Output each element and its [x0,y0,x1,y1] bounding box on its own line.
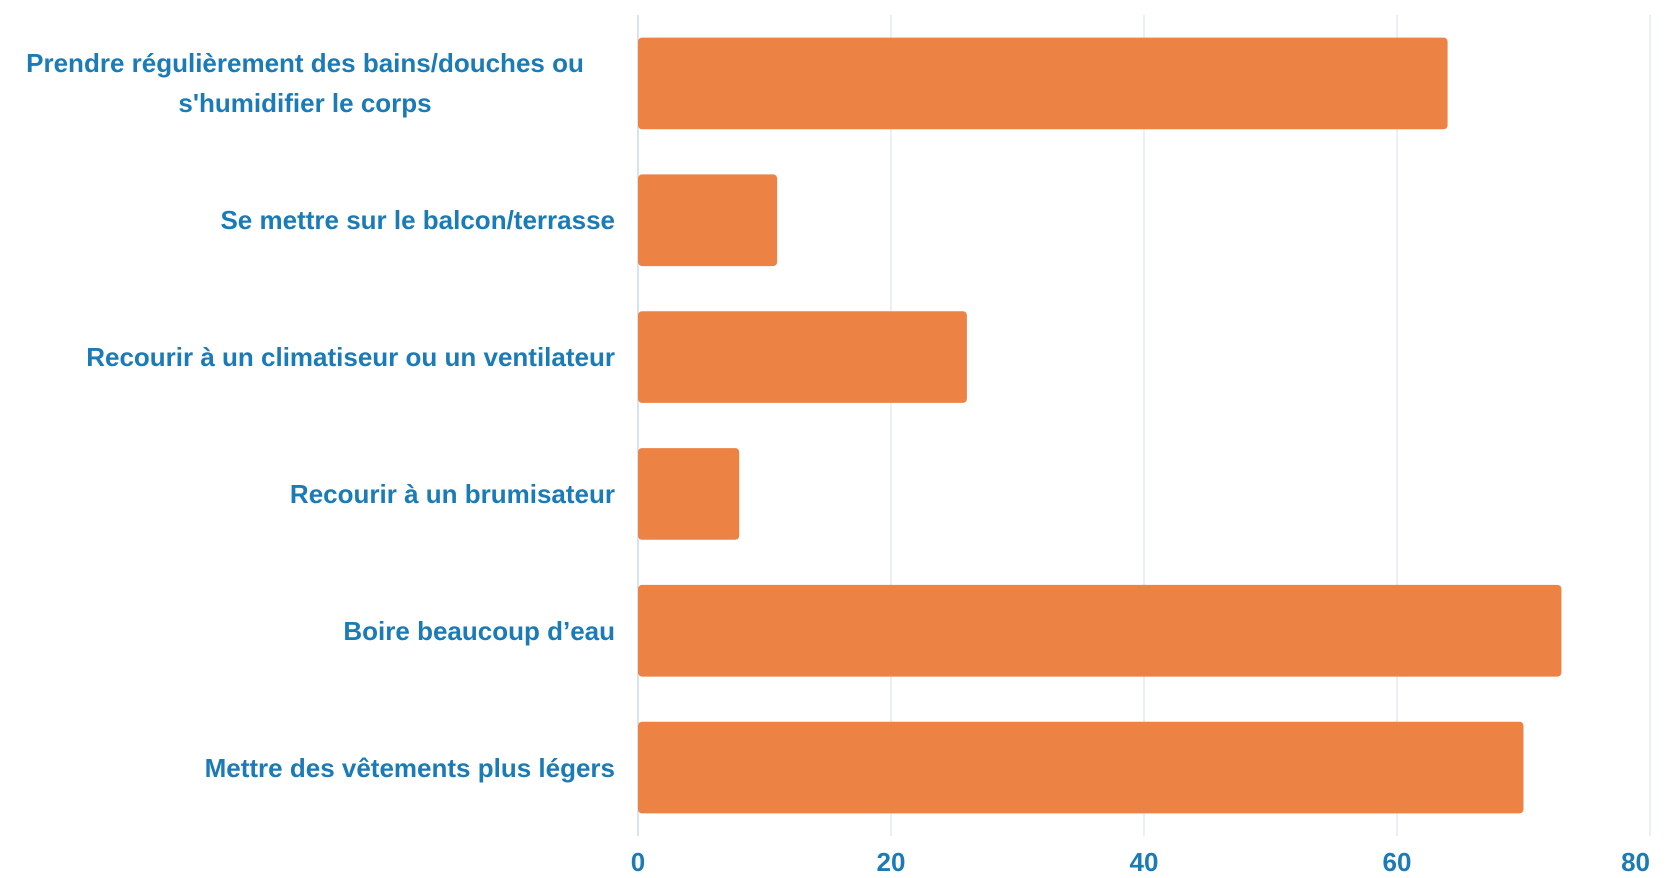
x-tick-label: 60 [1383,847,1412,877]
y-tick-label: Mettre des vêtements plus légers [204,752,615,783]
bar [638,448,740,540]
x-tick-label: 40 [1130,847,1159,877]
bar [638,37,1448,130]
bar [638,721,1524,814]
y-tick-label: Prendre régulièrement des bains/douches … [26,48,584,119]
y-tick-label: Se mettre sur le balcon/terrasse [220,205,615,236]
y-tick-label: Boire beaucoup d’eau [343,615,615,646]
bar [638,584,1562,677]
x-tick-label: 0 [631,847,645,877]
y-tick-label: Recourir à un climatiseur ou un ventilat… [86,342,615,373]
bar [638,174,778,267]
bar [638,311,967,403]
y-tick-label: Recourir à un brumisateur [289,478,615,509]
x-tick-label: 80 [1621,847,1650,877]
x-tick-label: 20 [877,847,906,877]
